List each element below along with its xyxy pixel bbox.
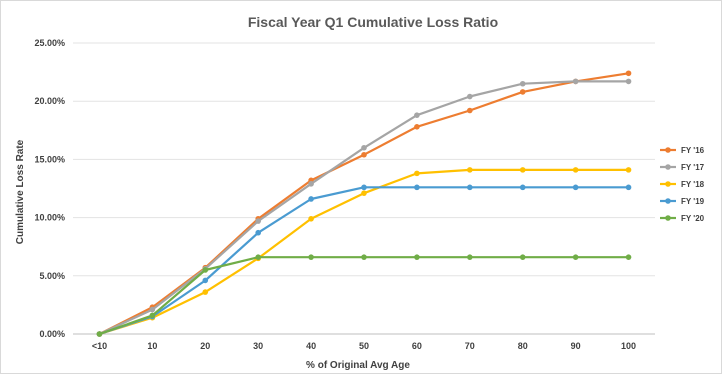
legend-marker	[665, 147, 671, 153]
y-axis-ticks: 0.00% 5.00% 10.00% 15.00% 20.00% 25.00%	[34, 38, 65, 339]
x-tick-label: 40	[306, 341, 316, 351]
legend-item: FY '19	[660, 197, 705, 206]
data-point	[414, 124, 420, 130]
data-point	[519, 80, 526, 87]
legend: FY '16 FY '17 FY '18 FY '19 FY '20	[660, 146, 705, 223]
data-point	[414, 254, 420, 260]
data-point	[361, 144, 367, 151]
data-point	[361, 190, 367, 196]
legend-marker	[665, 181, 671, 187]
data-point	[467, 107, 473, 114]
x-tick-label: <10	[92, 341, 107, 351]
x-tick-label: 80	[518, 341, 528, 351]
series-line	[98, 186, 630, 336]
series-3	[96, 167, 632, 337]
series-1	[96, 70, 632, 337]
data-point	[572, 184, 579, 191]
data-point	[308, 196, 314, 202]
chart-title: Fiscal Year Q1 Cumulative Loss Ratio	[248, 14, 498, 30]
data-point	[467, 167, 473, 173]
data-point	[255, 254, 261, 260]
x-axis-ticks: <10 10 20 30 40 50 60 70 80 90 100	[92, 341, 636, 351]
data-point	[519, 254, 526, 260]
legend-item: FY '17	[660, 163, 705, 172]
series-2	[96, 78, 632, 337]
x-tick-label: 30	[253, 341, 263, 351]
data-point	[149, 306, 156, 313]
legend-label: FY '18	[681, 180, 705, 189]
y-tick-label: 10.00%	[34, 213, 65, 223]
legend-label: FY '19	[681, 197, 705, 206]
x-tick-label: 60	[412, 341, 422, 351]
series-lines	[96, 70, 632, 337]
legend-item: FY '20	[660, 214, 705, 223]
legend-marker	[665, 215, 671, 221]
data-point	[625, 184, 632, 191]
y-axis-label: Cumulative Loss Rate	[15, 139, 26, 244]
y-tick-label: 15.00%	[34, 154, 65, 164]
data-point	[255, 218, 261, 224]
data-point	[149, 312, 156, 319]
legend-marker	[665, 164, 671, 170]
legend-item: FY '18	[660, 180, 705, 189]
data-point	[308, 215, 314, 222]
series-4	[96, 184, 632, 337]
data-point	[572, 167, 579, 173]
data-point	[361, 254, 367, 260]
y-tick-label: 5.00%	[39, 271, 65, 281]
legend-label: FY '16	[681, 146, 705, 155]
data-point	[467, 254, 473, 260]
data-point	[519, 167, 526, 173]
data-point	[414, 170, 420, 177]
data-point	[361, 151, 367, 158]
series-line	[98, 80, 630, 336]
data-point	[519, 89, 526, 95]
y-tick-label: 20.00%	[34, 96, 65, 106]
series-5	[96, 254, 632, 337]
data-point	[361, 184, 367, 191]
data-point	[625, 78, 632, 85]
data-point	[414, 184, 420, 191]
x-tick-label: 70	[465, 341, 475, 351]
data-point	[572, 254, 579, 260]
series-line	[98, 72, 630, 336]
data-point	[255, 229, 261, 236]
x-tick-label: 10	[147, 341, 157, 351]
data-point	[202, 267, 209, 273]
data-point	[467, 184, 473, 191]
legend-item: FY '16	[660, 146, 705, 155]
x-tick-label: 100	[621, 341, 636, 351]
data-point	[308, 254, 314, 260]
data-point	[625, 167, 632, 173]
data-point	[414, 112, 420, 118]
legend-marker	[665, 198, 671, 204]
data-point	[519, 184, 526, 191]
y-tick-label: 0.00%	[39, 329, 65, 339]
legend-label: FY '17	[681, 163, 705, 172]
gridlines	[73, 42, 655, 335]
data-point	[572, 78, 579, 85]
data-point	[202, 289, 209, 295]
x-tick-label: 90	[571, 341, 581, 351]
x-axis-label: % of Original Avg Age	[306, 360, 410, 371]
data-point	[308, 181, 314, 187]
x-tick-label: 50	[359, 341, 369, 351]
data-point	[467, 93, 473, 100]
series-line	[98, 256, 630, 336]
data-point	[625, 70, 632, 77]
data-point	[625, 254, 632, 260]
data-point	[202, 277, 209, 284]
y-tick-label: 25.00%	[34, 38, 65, 48]
legend-label: FY '20	[681, 214, 705, 223]
x-tick-label: 20	[200, 341, 210, 351]
data-point	[96, 331, 103, 337]
